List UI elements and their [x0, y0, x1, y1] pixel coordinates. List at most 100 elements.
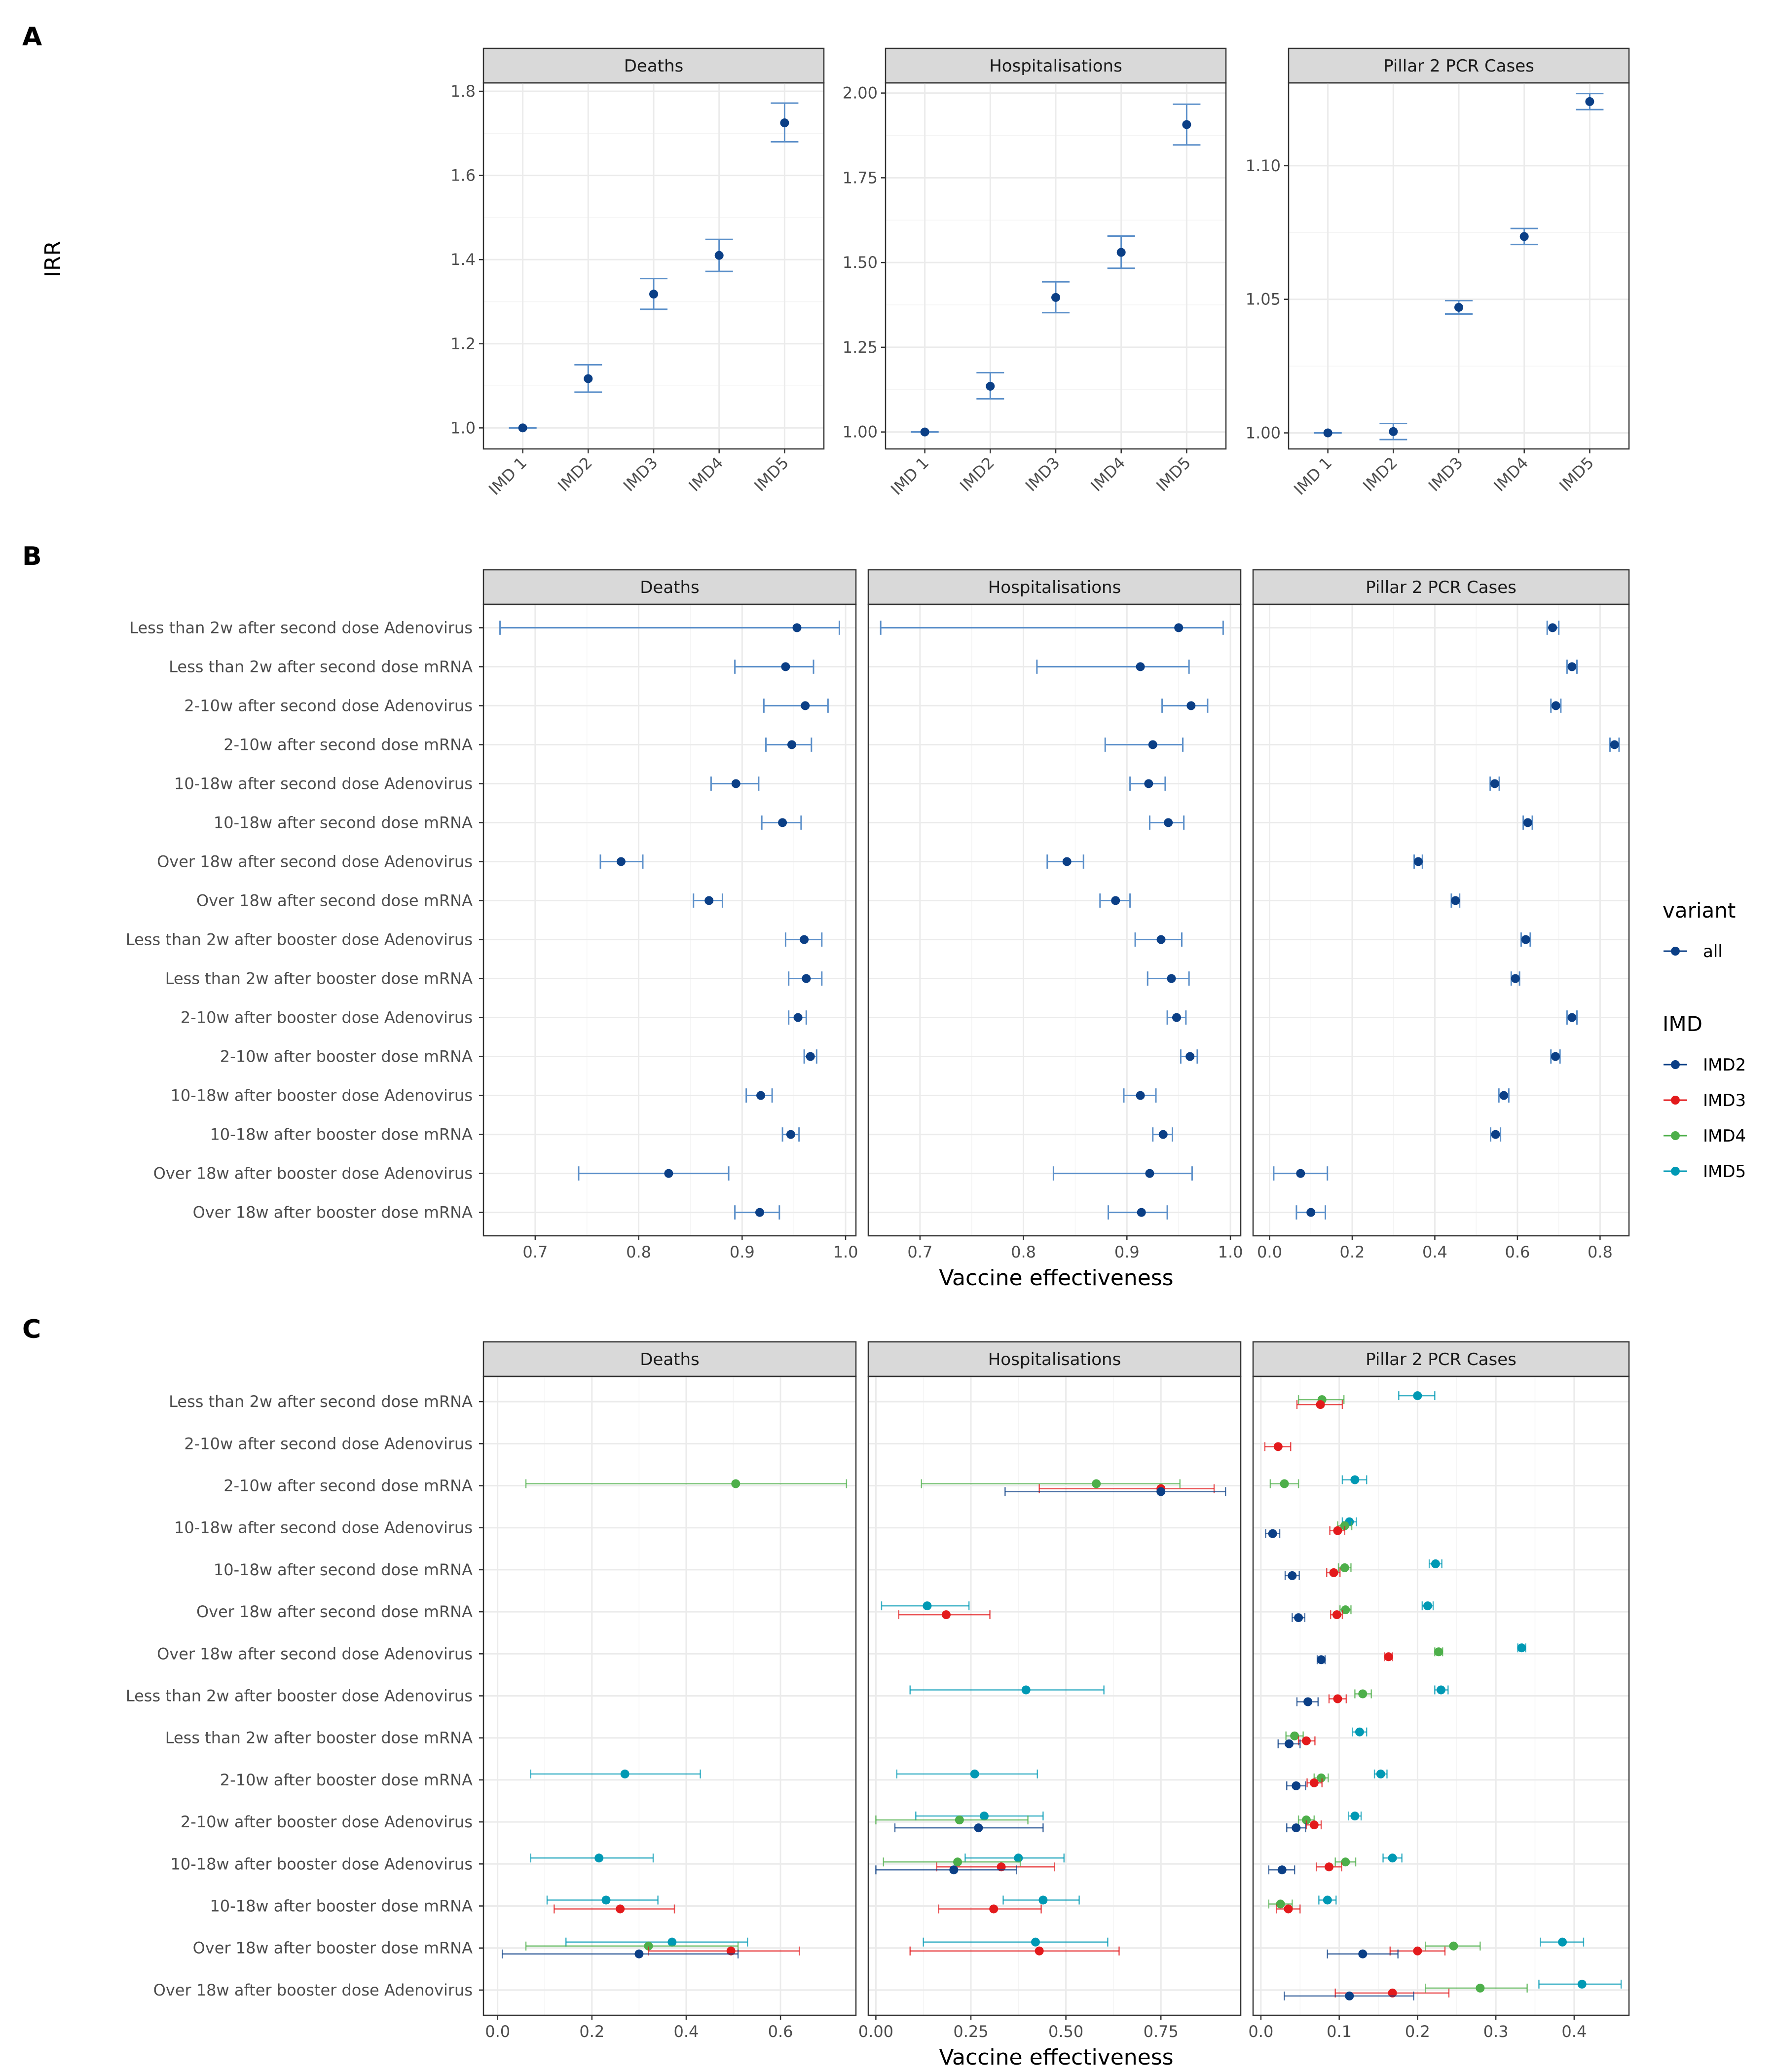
- data-point-imd5: [1355, 1727, 1364, 1737]
- legend-label: IMD4: [1703, 1126, 1746, 1146]
- data-point: [1548, 623, 1557, 632]
- x-tick-label: 0.4: [1422, 1243, 1447, 1261]
- panel-b-xlabel: Vaccine effectiveness: [939, 1265, 1173, 1291]
- y-tick-label: 1.75: [843, 168, 878, 187]
- x-tick-label: 0.6: [768, 2022, 793, 2041]
- data-point-imd2: [974, 1823, 983, 1833]
- panel-c-facet-2-border: [1252, 1375, 1630, 2016]
- panel-c-facet-2-strip: [1252, 1341, 1630, 1377]
- data-point: [1567, 662, 1577, 671]
- data-point-imd4: [1434, 1647, 1443, 1657]
- x-tick-label: 0.8: [1588, 1243, 1613, 1261]
- data-point-imd2: [1294, 1613, 1303, 1623]
- x-tick-label: 0.00: [858, 2022, 893, 2041]
- data-point-imd4: [1449, 1941, 1458, 1951]
- data-point: [792, 623, 802, 632]
- data-point-imd2: [1303, 1697, 1313, 1706]
- data-point-imd5: [1376, 1769, 1385, 1778]
- data-point: [1167, 974, 1176, 983]
- data-point-imd2: [1358, 1949, 1368, 1959]
- data-point: [802, 974, 811, 983]
- panel-c-facet-1: Hospitalisations 0.00 0.25 0.50 0.75: [858, 1341, 1242, 2041]
- data-point-imd3: [1333, 1694, 1342, 1703]
- data-point: [1389, 427, 1398, 436]
- data-point: [1174, 623, 1184, 632]
- data-point: [1551, 701, 1560, 710]
- data-point-imd4: [731, 1479, 740, 1488]
- panel-b-facet-2-title: Pillar 2 PCR Cases: [1366, 578, 1517, 597]
- panel-b-facet-0-strip: [482, 569, 857, 605]
- data-point: [1145, 1169, 1154, 1178]
- data-point: [1158, 1130, 1168, 1139]
- panel-c-row-label: 2-10w after booster dose Adenovirus: [181, 1813, 473, 1831]
- x-tick-label: 0.7: [522, 1243, 548, 1261]
- y-tick-label: 1.2: [450, 334, 476, 353]
- legend-key-point: [1671, 1167, 1680, 1176]
- x-tick-label: 0.9: [1114, 1243, 1140, 1261]
- x-tick-label: 0.1: [1327, 2022, 1352, 2041]
- panel-c-row-label: Over 18w after booster dose Adenovirus: [153, 1981, 473, 1999]
- data-point-imd5: [1413, 1391, 1422, 1401]
- data-point-imd4: [644, 1941, 653, 1951]
- data-point-imd3: [1388, 1988, 1397, 1998]
- data-point-imd3: [1332, 1610, 1341, 1620]
- panel-c-row-label: 10-18w after second dose mRNA: [214, 1560, 473, 1579]
- panel-c-facet-0-border: [482, 1375, 857, 2016]
- x-tick-label: 0.4: [1561, 2022, 1587, 2041]
- panel-b-facet-1: Hospitalisations 0.7 0.8 0.9 1.0: [867, 569, 1243, 1261]
- panel-c: C Less than 2w after second dose mRNA 2-10…: [22, 1315, 1630, 2070]
- panel-c-facet-1-strip: [867, 1341, 1242, 1377]
- panel-b-row-label: Less than 2w after second dose Adenoviru…: [129, 618, 473, 637]
- data-point-imd4: [953, 1857, 962, 1867]
- data-point-imd3: [1309, 1820, 1319, 1830]
- legend-variant-title: variant: [1663, 898, 1736, 923]
- x-tick-label: 1.0: [833, 1243, 858, 1261]
- y-tick-label: 1.25: [843, 338, 878, 357]
- y-tick-label: 1.00: [843, 423, 878, 442]
- data-point: [1137, 1208, 1146, 1217]
- y-tick-label: 1.8: [450, 82, 476, 101]
- data-point-imd5: [1350, 1812, 1360, 1821]
- data-point-imd5: [923, 1601, 932, 1611]
- panel-c-tag: C: [22, 1315, 41, 1344]
- panel-b-facet-0: Deaths 0.7 0.8 0.9 1.0: [482, 569, 858, 1261]
- data-point-imd2: [1156, 1487, 1166, 1496]
- data-point-imd2: [1288, 1571, 1297, 1580]
- data-point-imd5: [970, 1769, 979, 1778]
- panel-b-row-label: Less than 2w after second dose mRNA: [169, 657, 473, 676]
- data-point-imd3: [1413, 1946, 1422, 1956]
- panel-c-row-label: 2-10w after booster dose mRNA: [220, 1771, 473, 1789]
- data-point-imd3: [1301, 1736, 1311, 1745]
- panel-b-row-label: 2-10w after booster dose Adenovirus: [181, 1008, 473, 1027]
- panel-c-facet-1-title: Hospitalisations: [988, 1350, 1121, 1369]
- panel-b-facet-1-strip: [867, 569, 1242, 605]
- data-point-imd3: [616, 1904, 625, 1914]
- data-point: [616, 857, 626, 866]
- data-point: [1519, 232, 1529, 241]
- data-point: [518, 423, 527, 433]
- data-point: [1182, 120, 1191, 129]
- data-point: [1296, 1169, 1305, 1178]
- data-point-imd5: [1577, 1979, 1587, 1989]
- x-tick-label: 0.3: [1483, 2022, 1509, 2041]
- data-point-imd3: [1273, 1442, 1283, 1451]
- legend-key-point: [1671, 1060, 1680, 1069]
- data-point: [1148, 740, 1157, 749]
- y-tick-label: 1.4: [450, 250, 476, 269]
- y-tick-label: 1.50: [843, 253, 878, 272]
- data-point-imd3: [1384, 1652, 1393, 1662]
- data-point-imd2: [1292, 1781, 1301, 1790]
- panel-c-facet-1-border: [867, 1375, 1242, 2016]
- data-point-imd2: [1292, 1823, 1301, 1833]
- data-point-imd2: [1345, 1991, 1354, 2000]
- panel-a-facet-2-border: [1288, 82, 1630, 450]
- data-point-imd3: [997, 1862, 1006, 1872]
- data-point-imd5: [1021, 1685, 1031, 1695]
- x-tick-label: 0.50: [1048, 2022, 1083, 2041]
- data-point-imd4: [955, 1815, 964, 1825]
- x-tick-label: 0.7: [907, 1243, 932, 1261]
- data-point: [1490, 779, 1499, 788]
- panel-a-ylabel: IRR: [40, 241, 66, 277]
- data-point: [731, 779, 740, 788]
